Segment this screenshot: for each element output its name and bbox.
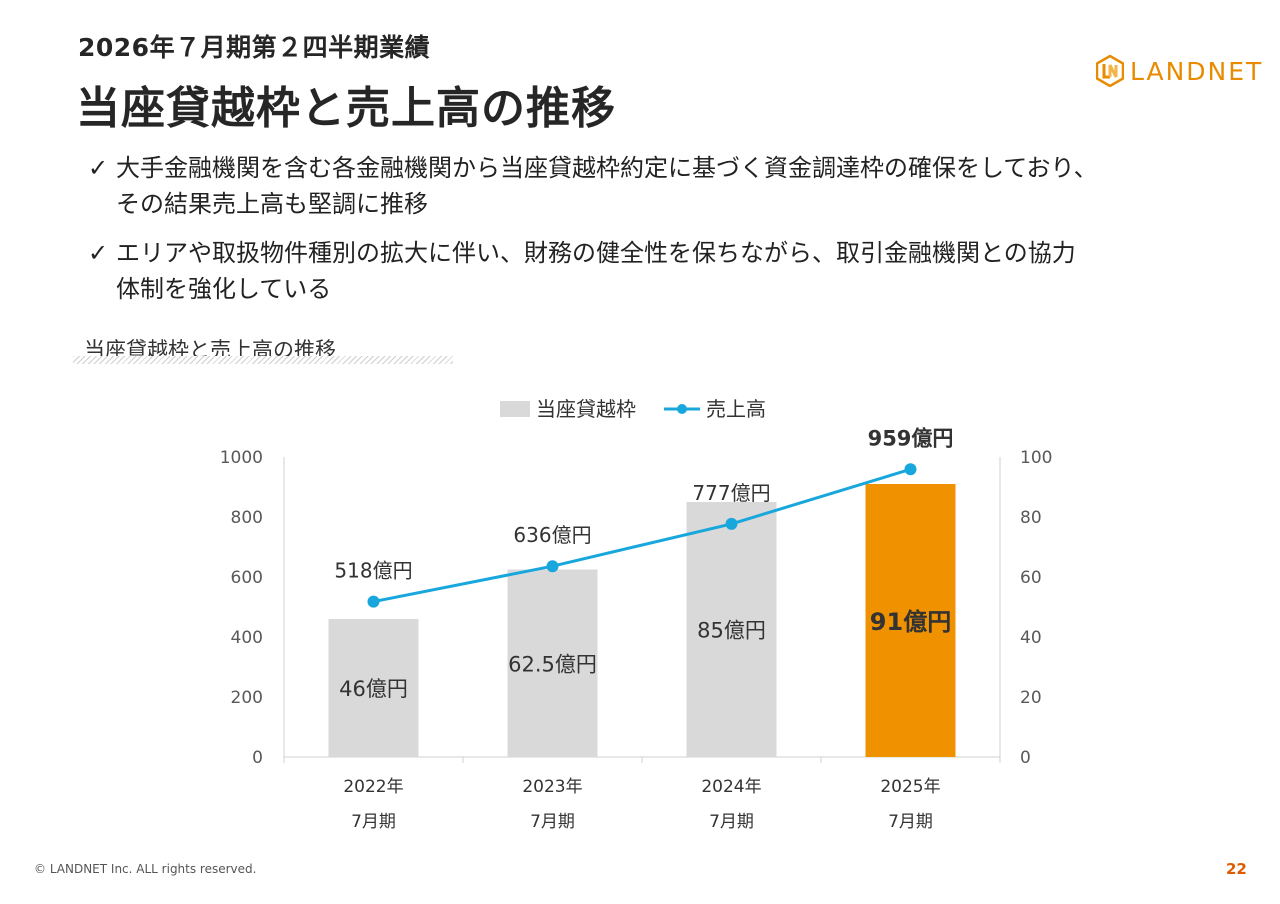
page-number: 22 bbox=[1226, 860, 1247, 878]
x-tick-label: 7月期 bbox=[530, 812, 575, 832]
bar bbox=[507, 569, 598, 757]
y-right-tick-label: 100 bbox=[1020, 448, 1052, 468]
line-data-label: 777億円 bbox=[692, 481, 770, 505]
x-tick-label: 7月期 bbox=[888, 812, 933, 832]
x-tick-label: 2022年 bbox=[343, 777, 403, 797]
copyright-text: © LANDNET Inc. ALL rights reserved. bbox=[34, 862, 257, 876]
combo-chart: 0 200 400 600 800 1000 0 20 40 60 80 100 46億円 62.5億円 8… bbox=[220, 397, 1053, 832]
chart-heading-underline bbox=[73, 356, 453, 364]
y-left-tick-label: 200 bbox=[231, 688, 263, 708]
bullet-item: ✓ 大手金融機関を含む各金融機関から当座貸越枠約定に基づく資金調達枠の確保をして… bbox=[88, 150, 1208, 222]
bullet-line: 体制を強化している bbox=[116, 275, 332, 303]
x-tick-label: 2024年 bbox=[701, 777, 761, 797]
x-tick-label: 2023年 bbox=[522, 777, 582, 797]
y-right-tick-label: 60 bbox=[1020, 568, 1042, 588]
legend-line-marker bbox=[677, 404, 687, 414]
line-data-label: 518億円 bbox=[334, 559, 412, 583]
bullet-line: 大手金融機関を含む各金融機関から当座貸越枠約定に基づく資金調達枠の確保をしており… bbox=[116, 154, 1098, 182]
bullet-text: エリアや取扱物件種別の拡大に伴い、財務の健全性を保ちながら、取引金融機関との協力… bbox=[116, 235, 1076, 307]
bar bbox=[686, 502, 777, 757]
bar bbox=[328, 619, 419, 757]
x-tick-label: 7月期 bbox=[709, 812, 754, 832]
y-left-tick-label: 800 bbox=[231, 508, 263, 528]
y-left-tick-label: 600 bbox=[231, 568, 263, 588]
report-subtitle: 2026年７月期第２四半期業績 bbox=[78, 33, 431, 62]
logo-text: LANDNET bbox=[1130, 56, 1264, 86]
y-right-tick-label: 0 bbox=[1020, 748, 1031, 768]
bullet-text: 大手金融機関を含む各金融機関から当座貸越枠約定に基づく資金調達枠の確保をしており… bbox=[116, 150, 1098, 222]
y-left-tick-label: 0 bbox=[252, 748, 263, 768]
y-left-tick-label: 400 bbox=[231, 628, 263, 648]
line-data-label: 959億円 bbox=[868, 426, 954, 450]
check-icon: ✓ bbox=[88, 154, 109, 182]
line-data-label: 636億円 bbox=[513, 523, 591, 547]
bar-data-label: 91億円 bbox=[870, 608, 951, 636]
bullet-line: その結果売上高も堅調に推移 bbox=[116, 190, 428, 218]
bullet-item: ✓ エリアや取扱物件種別の拡大に伴い、財務の健全性を保ちながら、取引金融機関との… bbox=[88, 235, 1208, 307]
x-tick-label: 2025年 bbox=[880, 777, 940, 797]
y-left-tick-label: 1000 bbox=[220, 448, 263, 468]
line-point bbox=[904, 463, 917, 476]
line-point bbox=[725, 517, 738, 530]
landnet-logo-icon bbox=[1096, 55, 1124, 87]
bar-data-label: 85億円 bbox=[697, 619, 766, 643]
company-logo: LANDNET bbox=[1096, 55, 1263, 87]
bullet-list: ✓ 大手金融機関を含む各金融機関から当座貸越枠約定に基づく資金調達枠の確保をして… bbox=[88, 150, 1208, 320]
bar-data-label: 46億円 bbox=[339, 677, 408, 701]
line-point bbox=[546, 560, 559, 573]
y-right-tick-label: 80 bbox=[1020, 508, 1042, 528]
y-right-tick-label: 20 bbox=[1020, 688, 1042, 708]
bar bbox=[865, 484, 956, 757]
x-tick-label: 7月期 bbox=[351, 812, 396, 832]
line-point bbox=[367, 595, 380, 608]
page-title: 当座貸越枠と売上高の推移 bbox=[76, 83, 616, 134]
check-icon: ✓ bbox=[88, 239, 109, 267]
line-series bbox=[373, 467, 911, 604]
y-right-tick-label: 40 bbox=[1020, 628, 1042, 648]
legend-line-label: 売上高 bbox=[706, 397, 766, 421]
bullet-line: エリアや取扱物件種別の拡大に伴い、財務の健全性を保ちながら、取引金融機関との協力 bbox=[116, 239, 1076, 267]
legend-bar-label: 当座貸越枠 bbox=[536, 397, 636, 421]
legend-bar-swatch bbox=[500, 401, 530, 417]
bar-data-label: 62.5億円 bbox=[508, 652, 597, 676]
